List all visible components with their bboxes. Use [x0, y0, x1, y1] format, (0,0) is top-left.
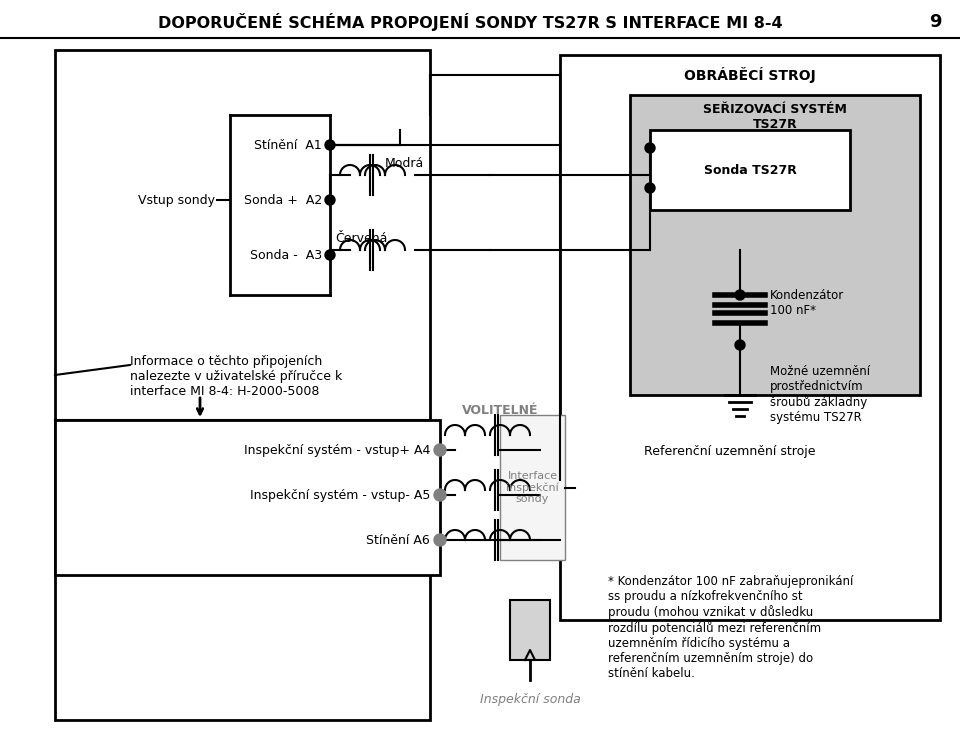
Circle shape — [434, 489, 446, 501]
Circle shape — [735, 340, 745, 350]
Text: Sonda TS27R: Sonda TS27R — [704, 163, 797, 177]
Text: Možné uzemnění
prostřednictvím
šroubů základny
systému TS27R: Možné uzemnění prostřednictvím šroubů zá… — [770, 365, 870, 424]
Text: Informace o těchto připojeních
nalezezte v uživatelské příručce k
interface MI 8: Informace o těchto připojeních nalezezte… — [130, 355, 343, 398]
Bar — [55, 420, 440, 575]
Text: VOLITELNÉ: VOLITELNÉ — [462, 404, 539, 416]
Circle shape — [645, 183, 655, 193]
Text: Sonda +  A2: Sonda + A2 — [244, 194, 322, 206]
Circle shape — [735, 290, 745, 300]
Text: Kondenzátor
100 nF*: Kondenzátor 100 nF* — [770, 289, 844, 317]
Text: Červená: Červená — [335, 232, 388, 245]
Text: DOPORUČENÉ SCHÉMA PROPOJENÍ SONDY TS27R S INTERFACE MI 8-4: DOPORUČENÉ SCHÉMA PROPOJENÍ SONDY TS27R … — [157, 13, 782, 31]
Text: OBRÁBĚCÍ STROJ: OBRÁBĚCÍ STROJ — [684, 67, 816, 83]
Bar — [560, 55, 940, 620]
Text: Inspekční systém - vstup+ A4: Inspekční systém - vstup+ A4 — [244, 444, 430, 456]
Text: Inspekční sonda: Inspekční sonda — [480, 694, 581, 706]
Text: Interface
inspekční
sondy: Interface inspekční sondy — [506, 470, 559, 505]
Text: 9: 9 — [928, 13, 941, 31]
Bar — [650, 130, 850, 210]
Circle shape — [325, 195, 335, 205]
Text: Modrá: Modrá — [385, 157, 424, 169]
Text: SEŘIZOVACÍ SYSTÉM
TS27R: SEŘIZOVACÍ SYSTÉM TS27R — [703, 103, 847, 131]
Circle shape — [434, 444, 446, 456]
Text: Vstup sondy: Vstup sondy — [138, 194, 215, 206]
Circle shape — [325, 250, 335, 260]
Text: Referenční uzemnění stroje: Referenční uzemnění stroje — [644, 445, 816, 458]
Bar — [55, 50, 430, 720]
Text: * Kondenzátor 100 nF zabraňujepronikání
ss proudu a nízkofrekvenčního st
proudu : * Kondenzátor 100 nF zabraňujepronikání … — [608, 575, 853, 680]
Text: Stínění  A1: Stínění A1 — [254, 139, 322, 151]
Bar — [500, 415, 565, 560]
Circle shape — [434, 534, 446, 546]
Text: Stínění A6: Stínění A6 — [367, 533, 430, 547]
Text: Sonda -  A3: Sonda - A3 — [250, 249, 322, 261]
Text: Inspekční systém - vstup- A5: Inspekční systém - vstup- A5 — [250, 488, 430, 502]
Bar — [630, 95, 920, 395]
Bar — [510, 600, 550, 660]
Circle shape — [645, 143, 655, 153]
Circle shape — [325, 140, 335, 150]
